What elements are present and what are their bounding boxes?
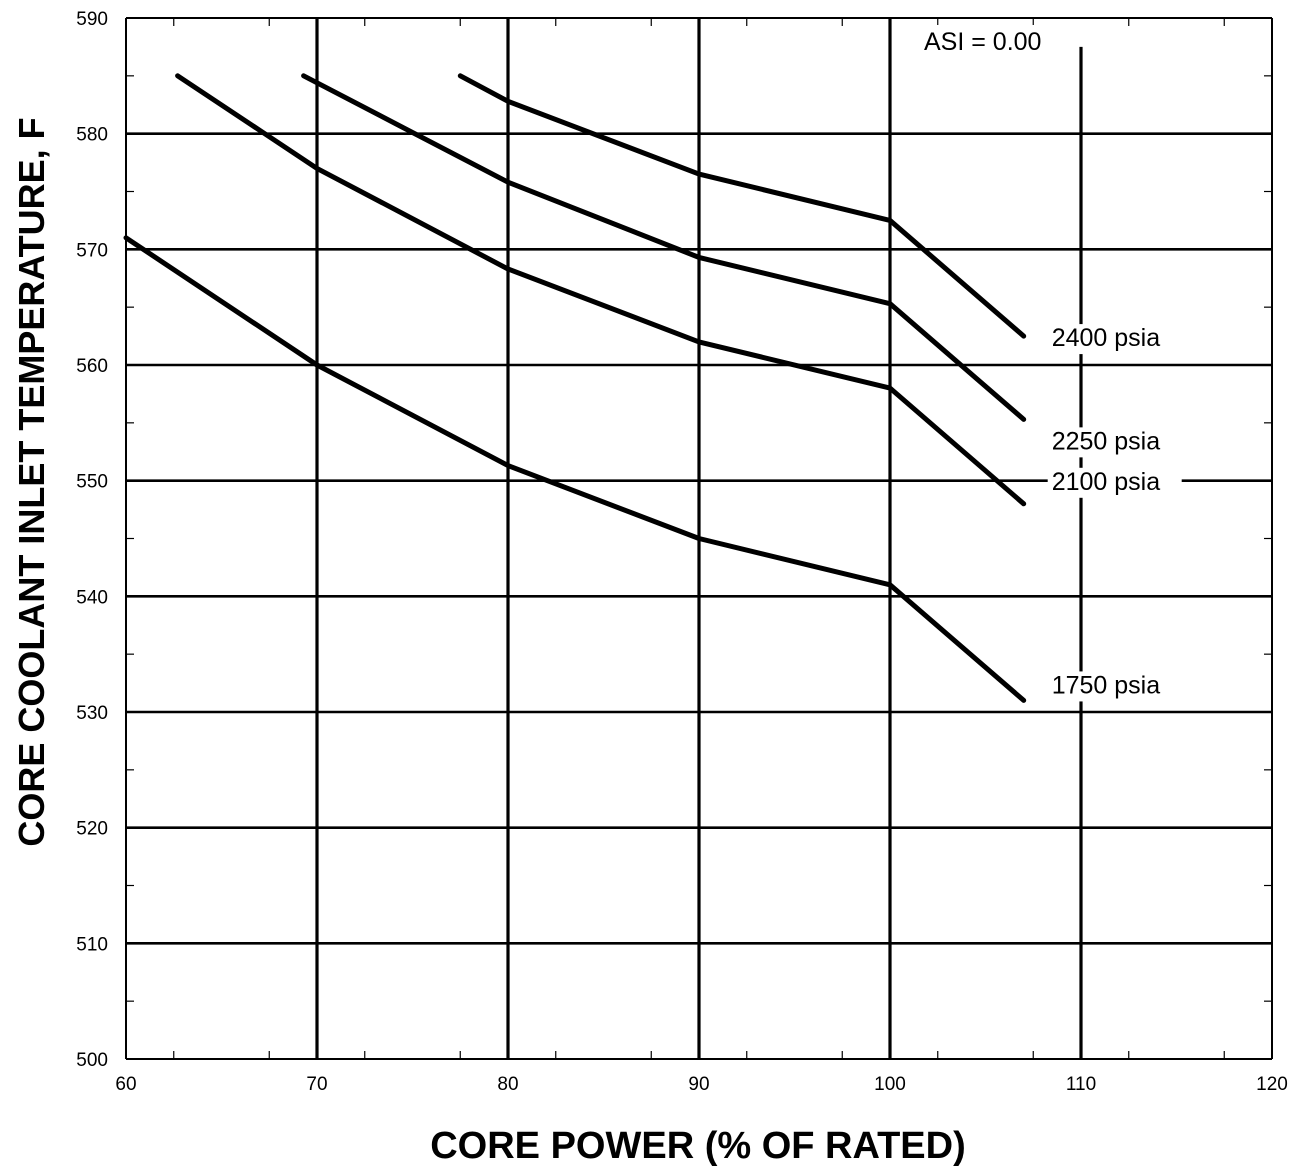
x-tick-label: 60 xyxy=(115,1074,136,1095)
series-label-background xyxy=(1047,671,1182,702)
series-label-background xyxy=(1047,427,1182,458)
y-tick-label: 500 xyxy=(76,1050,108,1071)
x-tick-label: 90 xyxy=(688,1074,709,1095)
x-tick-label: 120 xyxy=(1256,1074,1288,1095)
y-tick-label: 510 xyxy=(76,934,108,955)
series-label-background xyxy=(1047,324,1182,355)
y-tick-label: 540 xyxy=(76,587,108,608)
minor-ticks xyxy=(126,18,1272,1059)
series-line xyxy=(175,73,1027,507)
series-label: 2100 psia xyxy=(1052,468,1161,496)
y-tick-label: 560 xyxy=(76,356,108,377)
y-tick-label: 580 xyxy=(76,125,108,146)
y-tick-label: 590 xyxy=(76,9,108,30)
asi-annotation: ASI = 0.00 xyxy=(924,28,1041,56)
series-line xyxy=(301,73,1027,422)
x-tick-label: 100 xyxy=(874,1074,906,1095)
x-tick-label: 110 xyxy=(1066,1074,1096,1095)
series-lines xyxy=(123,73,1027,703)
x-tick-label: 80 xyxy=(497,1074,518,1095)
series-line xyxy=(123,235,1027,703)
x-tick-label: 70 xyxy=(306,1074,327,1095)
y-tick-label: 550 xyxy=(76,472,108,493)
series-line xyxy=(457,73,1027,339)
series-label: 2400 psia xyxy=(1052,324,1161,352)
series-label-background xyxy=(1047,467,1182,498)
series-label: 2250 psia xyxy=(1052,427,1161,455)
y-tick-label: 530 xyxy=(76,703,108,724)
tick-labels: 60 70 80 90 100 110 120 500 510 520 530 540 550 560 57… xyxy=(76,9,1288,1095)
annotation-background xyxy=(918,25,1068,63)
y-tick-label: 520 xyxy=(76,819,108,840)
y-axis-title: CORE COOLANT INLET TEMPERATURE, F xyxy=(11,117,52,846)
y-tick-label: 570 xyxy=(76,240,108,261)
x-axis-title: CORE POWER (% OF RATED) xyxy=(430,1125,966,1167)
series-label: 1750 psia xyxy=(1052,671,1161,699)
series-labels: 2400 psia 2250 psia 2100 psia 1750 psia xyxy=(1047,324,1182,702)
